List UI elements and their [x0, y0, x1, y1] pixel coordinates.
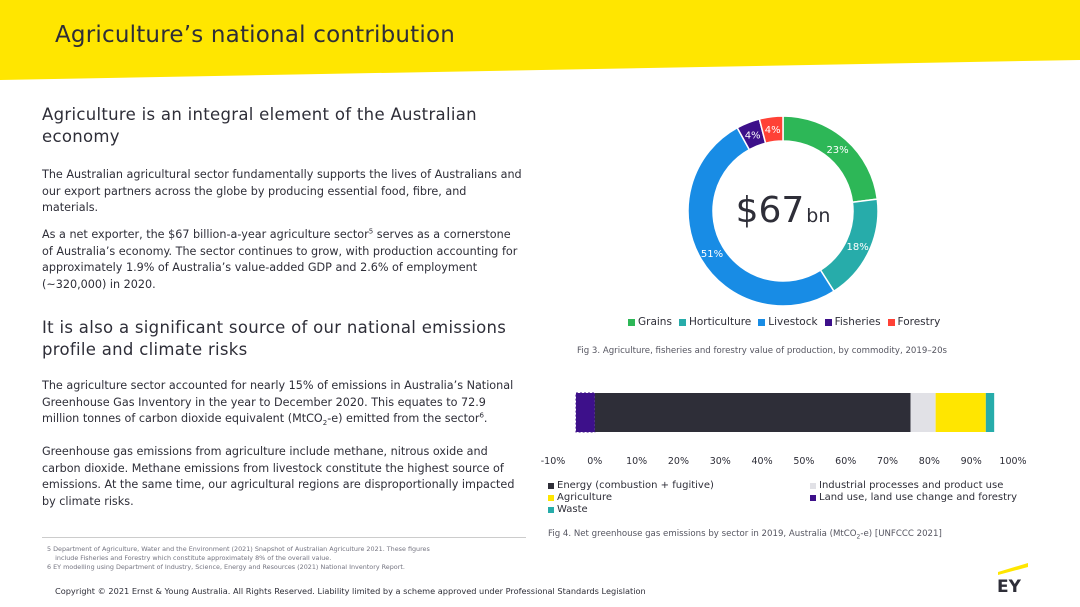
legend-swatch: [887, 318, 895, 326]
legend-label: Livestock: [768, 316, 818, 328]
caption-text: -e) [UNFCCC 2021]: [860, 529, 942, 539]
paragraph-text: .: [483, 412, 488, 425]
paragraph-emissions-1: The agriculture sector accounted for nea…: [42, 378, 522, 428]
x-tick-label: 80%: [919, 456, 940, 467]
footnote-ref: 6: [479, 411, 484, 420]
bar-segment-waste: [985, 393, 995, 432]
donut-legend: Grains Horticulture Livestock Fisheries Fore…: [628, 316, 947, 329]
donut-value-label-fisheries: 4%: [745, 130, 761, 141]
donut-slice-forestry: [758, 115, 784, 145]
legend-item-agriculture: Agriculture: [548, 492, 612, 503]
legend-label: Waste: [557, 504, 588, 515]
legend-item-waste: Waste: [548, 504, 588, 515]
legend-swatch: [758, 318, 766, 326]
footnote-6: 6 EY modelling using Department of Indus…: [47, 563, 405, 571]
emissions-bar-chart: -10% 0% 10% 20% 30% 40% 50% 60% 70% 80% 90% 100%: [541, 392, 1027, 467]
caption-text: Fig 4. Net greenhouse gas emissions by s…: [548, 529, 857, 539]
bar-segment-land-use-land-use-change-and-forestry: [575, 392, 596, 433]
legend-label: Forestry: [897, 316, 941, 328]
bar-segment-agriculture: [935, 393, 986, 432]
legend-label: Horticulture: [688, 316, 752, 328]
x-tick-label: 90%: [961, 456, 982, 467]
bar-segment-energy-combustion-fugitive: [594, 393, 911, 432]
x-tick-label: -10%: [541, 456, 566, 467]
footnote-divider: [42, 537, 526, 538]
legend-label: Agriculture: [557, 492, 612, 503]
footnote-5: 5 Department of Agriculture, Water and t…: [47, 545, 430, 553]
paragraph-text: -e) emitted from the sector: [327, 412, 480, 425]
section-heading-emissions: It is also a significant source of our n…: [42, 318, 507, 359]
donut-center-unit: bn: [806, 205, 830, 227]
donut-value-label-horticulture: 18%: [847, 242, 869, 253]
paragraph-economy-1: The Australian agricultural sector funda…: [42, 168, 522, 214]
legend-item-grains: Grains: [628, 316, 672, 328]
donut-center-value: $67: [736, 190, 805, 231]
legend-item-fisheries: Fisheries: [824, 316, 881, 328]
copyright-text: Copyright © 2021 Ernst & Young Australia…: [55, 586, 646, 596]
legend-swatch: [810, 494, 816, 501]
legend-label: Industrial processes and product use: [819, 480, 1004, 491]
x-tick-label: 20%: [668, 456, 689, 467]
legend-item-industrial-processes-and-product-use: Industrial processes and product use: [810, 480, 1003, 491]
x-tick-label: 100%: [999, 456, 1026, 467]
paragraph-economy-2: As a net exporter, the $67 billion-a-yea…: [42, 227, 522, 293]
x-tick-label: 40%: [752, 456, 773, 467]
legend-label: Grains: [638, 316, 672, 328]
donut-value-label-livestock: 51%: [701, 249, 723, 260]
donut-value-label-forestry: 4%: [765, 125, 781, 136]
ey-logo: EY: [997, 563, 1028, 594]
fig4-caption: Fig 4. Net greenhouse gas emissions by s…: [548, 529, 942, 541]
x-tick-label: 30%: [710, 456, 731, 467]
subscript: 2: [322, 419, 328, 428]
x-tick-label: 0%: [587, 456, 602, 467]
legend-item-livestock: Livestock: [758, 316, 818, 328]
donut-slice-livestock: [687, 126, 835, 307]
x-tick-label: 10%: [626, 456, 647, 467]
legend-swatch: [548, 494, 554, 501]
header-band: [0, 0, 1080, 80]
legend-swatch: [824, 318, 832, 326]
legend-label: Land use, land use change and forestry: [819, 492, 1018, 503]
donut-chart: 23% 18% 51% 4% 4% $67 bn: [687, 115, 879, 307]
legend-swatch: [810, 482, 816, 489]
legend-swatch: [548, 506, 554, 513]
paragraph-text: The agriculture sector accounted for nea…: [42, 379, 514, 425]
emissions-legend: Energy (combustion + fugitive) Industrial…: [548, 480, 1048, 520]
footnote-ref: 5: [368, 227, 374, 236]
fig3-caption: Fig 3. Agriculture, fisheries and forest…: [577, 346, 948, 356]
legend-label: Fisheries: [834, 316, 881, 328]
legend-label: Energy (combustion + fugitive): [557, 480, 714, 491]
bar-segment-industrial-processes-and-product-use: [910, 393, 936, 432]
paragraph-text: serves as a cornerstone of Australia’s e…: [42, 228, 518, 291]
legend-swatch: [548, 482, 554, 489]
legend-item-energy-combustion-fugitive: Energy (combustion + fugitive): [548, 480, 714, 491]
logo-text: EY: [997, 577, 1022, 594]
footnote-5-cont: include Fisheries and Forestry which con…: [47, 554, 332, 562]
legend-swatch: [628, 318, 635, 326]
legend-item-horticulture: Horticulture: [678, 316, 752, 328]
paragraph-text: As a net exporter, the $67 billion-a-yea…: [42, 228, 369, 241]
donut-center-label: $67 bn: [736, 190, 831, 231]
legend-item-forestry: Forestry: [887, 316, 941, 328]
donut-value-label-grains: 23%: [826, 145, 848, 156]
x-tick-label: 70%: [877, 456, 898, 467]
paragraph-emissions-2: Greenhouse gas emissions from agricultur…: [42, 445, 515, 508]
x-tick-label: 50%: [793, 456, 814, 467]
subscript: 2: [856, 533, 861, 541]
page-title: Agriculture’s national contribution: [55, 22, 456, 48]
legend-swatch: [678, 318, 686, 326]
section-heading-economy: Agriculture is an integral element of th…: [42, 105, 477, 146]
legend-item-land-use-land-use-change-and-forestry: Land use, land use change and forestry: [810, 492, 1017, 503]
x-tick-label: 60%: [835, 456, 856, 467]
